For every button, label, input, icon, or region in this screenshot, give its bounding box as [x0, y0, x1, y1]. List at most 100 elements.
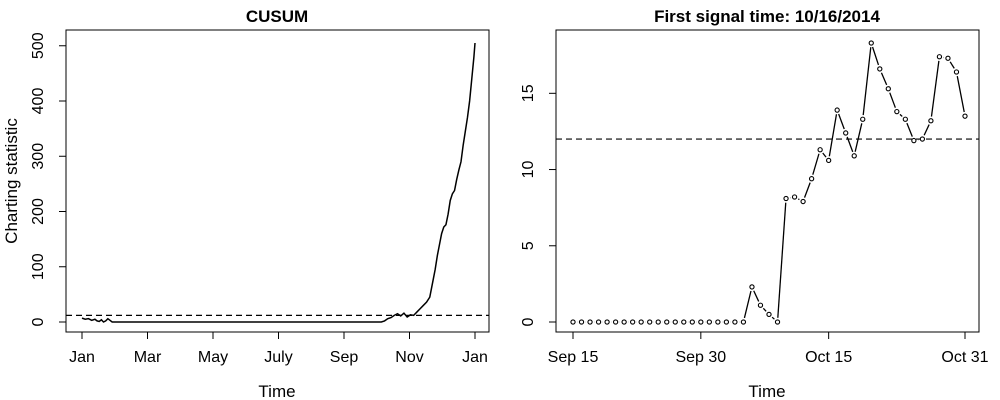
signal-series-segment — [854, 123, 863, 152]
signal-x-tick-label: Oct 15 — [805, 349, 852, 366]
signal-series-segment — [803, 182, 811, 198]
signal-data-point — [774, 319, 781, 325]
signal-data-point — [630, 319, 636, 325]
signal-data-point — [800, 198, 806, 205]
cusum-x-tick-label: Nov — [395, 349, 423, 366]
signal-data-point — [672, 319, 678, 325]
signal-data-point — [902, 116, 908, 122]
signal-data-point — [595, 319, 602, 325]
signal-data-point — [612, 319, 619, 325]
cusum-x-tick-label: Mar — [134, 349, 162, 366]
signal-data-point — [621, 319, 627, 325]
cusum-x-tick-label: May — [198, 349, 228, 366]
cusum-y-tick-label: 500 — [30, 32, 47, 59]
cusum-x-tick-label: July — [264, 349, 292, 366]
signal-data-point — [723, 319, 730, 325]
signal-data-point — [919, 136, 926, 142]
cusum-series-line — [81, 42, 476, 323]
signal-data-point — [962, 113, 968, 119]
signal-x-axis-label: Time — [748, 382, 785, 400]
cusum-y-tick-label: 0 — [30, 317, 47, 326]
signal-data-point — [638, 319, 644, 325]
cusum-x-tick-label: Jan — [462, 349, 488, 366]
signal-data-point — [578, 319, 585, 325]
signal-data-point — [587, 319, 593, 325]
signal-series-segment — [797, 198, 800, 201]
signal-data-point — [911, 137, 917, 144]
signal-data-point — [655, 319, 661, 325]
cusum-plot-frame — [65, 29, 490, 333]
cusum-x-axis-label: Time — [258, 382, 295, 400]
signal-series-segment — [828, 114, 838, 157]
signal-data-point — [740, 319, 747, 325]
signal-series-segment — [949, 61, 955, 69]
signal-y-ticks: 0 5 10 15 — [520, 84, 556, 326]
signal-series-segment — [822, 152, 827, 158]
signal-data-point — [826, 157, 832, 164]
signal-series-segment — [956, 75, 965, 113]
signal-plot-frame — [555, 29, 980, 333]
cusum-y-tick-label: 100 — [30, 253, 47, 280]
signal-title: First signal time: 10/16/2014 — [654, 7, 880, 26]
signal-data-point — [681, 319, 687, 325]
cusum-x-ticks: Jan Mar May July Sep Nov Jan — [69, 332, 488, 366]
signal-data-point — [749, 284, 755, 290]
cusum-x-tick-label: Jan — [69, 349, 95, 366]
signal-data-point — [732, 319, 738, 325]
signal-data-point — [868, 40, 874, 46]
signal-data-point — [894, 108, 900, 115]
signal-data-point — [851, 153, 857, 159]
signal-series-segment — [753, 290, 760, 302]
signal-data-point — [698, 319, 704, 325]
cusum-y-ticks: 0 100 200 300 400 500 — [30, 32, 66, 326]
cusum-x-tick-label: Sep — [330, 349, 359, 366]
cusum-y-tick-label: 200 — [30, 198, 47, 225]
signal-data-point — [783, 195, 789, 202]
signal-data-point — [570, 319, 576, 325]
signal-series-segment — [762, 307, 767, 312]
signal-data-point — [766, 311, 772, 318]
signal-x-tick-label: Oct 31 — [941, 349, 988, 366]
signal-data-point — [604, 319, 610, 325]
signal-series-segment — [777, 202, 787, 318]
signal-series-segment — [889, 92, 896, 108]
signal-data-point — [791, 194, 798, 200]
signal-series-segment — [812, 153, 820, 175]
signal-series-segment — [899, 113, 903, 117]
signal-data-point — [706, 319, 712, 325]
signal-series-segment — [846, 136, 854, 153]
signal-data-point — [757, 302, 764, 308]
signal-series-segment — [923, 124, 930, 136]
cusum-y-axis-label: Charting statistic — [2, 118, 21, 244]
signal-series-segment — [771, 316, 775, 320]
signal-series — [570, 40, 968, 325]
cusum-title: CUSUM — [246, 7, 308, 26]
signal-panel: First signal time: 10/16/2014 Time Sep 1… — [520, 7, 989, 400]
signal-data-point — [945, 55, 951, 61]
signal-data-point — [860, 116, 866, 122]
signal-y-tick-label: 15 — [520, 84, 537, 102]
signal-y-tick-label: 0 — [520, 317, 537, 326]
signal-x-ticks: Sep 15 Sep 30 Oct 15 Oct 31 — [548, 332, 989, 366]
signal-series-segment — [906, 122, 913, 137]
signal-data-point — [928, 118, 934, 124]
signal-data-point — [715, 319, 721, 325]
signal-data-point — [936, 54, 943, 60]
signal-series-segment — [838, 113, 845, 130]
signal-series-segment — [930, 60, 940, 117]
signal-data-point — [834, 107, 840, 113]
signal-data-point — [877, 66, 883, 72]
signal-data-point — [647, 319, 653, 325]
signal-series-segment — [871, 46, 880, 66]
signal-data-point — [885, 86, 891, 92]
signal-data-point — [953, 69, 960, 75]
signal-data-point — [689, 319, 695, 325]
signal-x-tick-label: Sep 30 — [675, 349, 726, 366]
signal-series-segment — [862, 47, 872, 116]
signal-data-point — [808, 176, 815, 182]
signal-x-tick-label: Sep 15 — [548, 349, 599, 366]
signal-data-point — [817, 147, 823, 153]
cusum-panel: CUSUM Time Charting statistic Jan Mar May J… — [2, 7, 490, 400]
signal-series-segment — [743, 290, 752, 319]
